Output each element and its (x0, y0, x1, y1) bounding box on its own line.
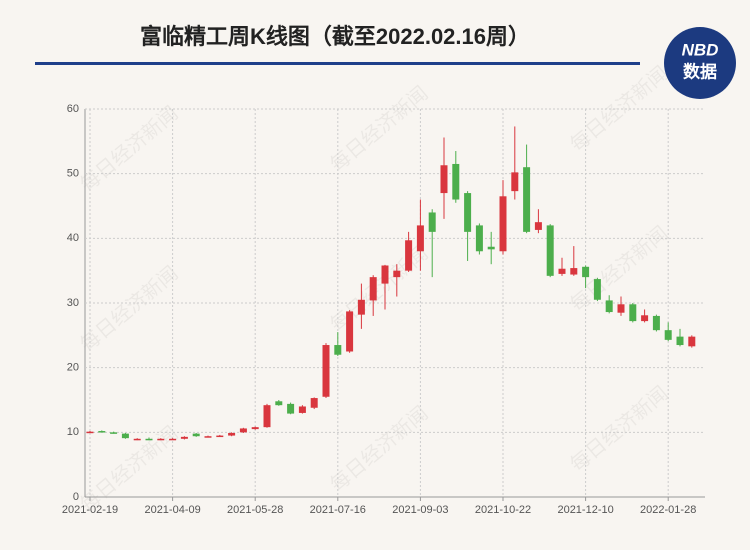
candle-body (322, 345, 330, 397)
candle-body (287, 403, 295, 414)
candle-body (239, 428, 247, 433)
candle-body (169, 438, 177, 441)
candle-body (641, 315, 649, 322)
y-tick-label: 30 (67, 297, 79, 309)
candle-body (192, 433, 200, 437)
candle-body (605, 300, 613, 313)
candle-body (440, 165, 448, 194)
candle-body (452, 163, 460, 200)
candle-body (499, 196, 507, 252)
candle-body (357, 299, 365, 315)
candle-body (110, 432, 118, 434)
x-tick-label: 2021-05-28 (227, 504, 283, 516)
x-tick-label: 2021-07-16 (310, 504, 366, 516)
candle-body (145, 438, 153, 441)
candle-body (582, 266, 590, 278)
candle-body (98, 431, 106, 433)
candle-body (216, 435, 224, 438)
candle-body (416, 225, 424, 252)
y-tick-label: 20 (67, 362, 79, 374)
x-tick-label: 2021-02-19 (62, 504, 118, 516)
candle-body (534, 222, 542, 230)
x-tick-label: 2021-12-10 (557, 504, 613, 516)
candle-body (617, 304, 625, 313)
candle-body (346, 311, 354, 352)
x-tick-label: 2021-10-22 (475, 504, 531, 516)
candle-body (676, 336, 684, 346)
candle-body (593, 279, 601, 300)
candle-body (251, 427, 259, 430)
candle-body (428, 212, 436, 232)
y-tick-label: 10 (67, 426, 79, 438)
candle-body (523, 167, 531, 232)
y-tick-label: 50 (67, 168, 79, 180)
candle-body (228, 432, 236, 436)
title-underline (35, 62, 640, 65)
x-tick-label: 2022-01-28 (640, 504, 696, 516)
chart-title: 富临精工周K线图（截至2022.02.16周） (140, 24, 530, 49)
candle-body (652, 315, 660, 331)
candle-body (570, 268, 578, 275)
candle-body (133, 438, 141, 441)
y-tick-label: 0 (73, 491, 79, 503)
candle-body (664, 330, 672, 340)
logo-bottom: 数据 (683, 61, 717, 81)
candle-body (405, 240, 413, 271)
candle-body (180, 436, 188, 439)
candle-body (475, 225, 483, 252)
candle-body (464, 193, 472, 232)
y-tick-label: 40 (67, 232, 79, 244)
logo (664, 27, 736, 99)
x-tick-label: 2021-09-03 (392, 504, 448, 516)
y-tick-label: 60 (67, 103, 79, 115)
candle-body (487, 246, 495, 250)
candle-body (546, 225, 554, 276)
candle-body (393, 270, 401, 278)
candle-body (511, 172, 519, 192)
logo-top: NBD (682, 40, 719, 59)
candle-body (263, 405, 271, 428)
candle-body (157, 438, 165, 441)
candle-body (298, 406, 306, 413)
candle-body (86, 431, 94, 434)
candle-body (121, 433, 129, 439)
x-tick-label: 2021-04-09 (144, 504, 200, 516)
candle-body (275, 401, 283, 406)
candle-body (204, 436, 212, 438)
candle-body (310, 398, 318, 408)
candle-body (629, 304, 637, 322)
candle-body (381, 265, 389, 284)
candle-body (334, 345, 342, 355)
candle-body (369, 277, 377, 301)
candle-body (558, 268, 566, 274)
candle-body (688, 336, 696, 347)
